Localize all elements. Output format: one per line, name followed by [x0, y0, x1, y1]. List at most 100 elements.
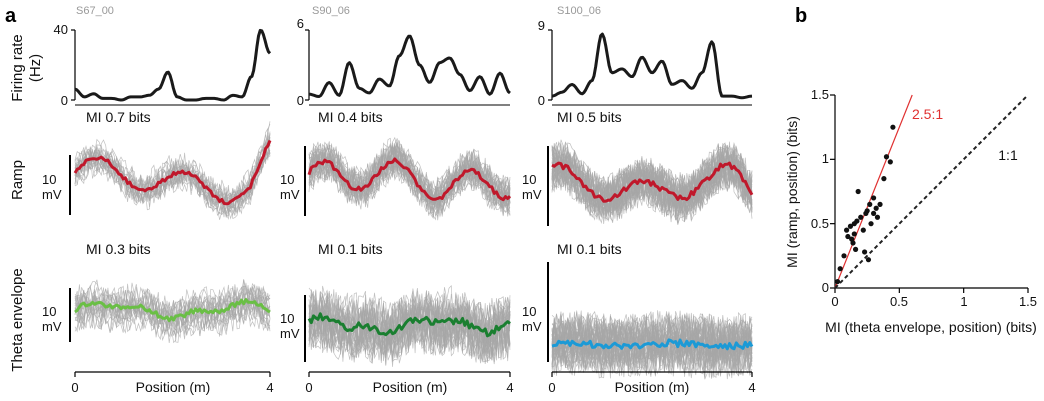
line-label-1-1: 1:1: [998, 147, 1018, 163]
trial-trace: [308, 141, 511, 204]
trial-trace: [308, 305, 511, 359]
scatter-point: [843, 227, 850, 233]
x-axis-label: Position (m): [136, 379, 211, 395]
scatter-point: [865, 257, 872, 263]
scatter-x-tick: 0: [831, 294, 838, 309]
firing-rate-line: [551, 32, 753, 100]
trial-trace: [551, 152, 753, 221]
cell-id: S90_06: [312, 5, 350, 17]
scale-bar-unit: mV: [42, 319, 62, 334]
rate-tick-zero: 0: [538, 93, 545, 108]
trial-trace: [74, 297, 271, 344]
scatter-point: [841, 253, 847, 259]
ramp-traces-1: [73, 121, 272, 220]
mi-ramp-label: MI 0.4 bits: [318, 109, 383, 125]
scale-bar-label: 10: [522, 304, 536, 319]
cell-column-1: S67_00 40 0 MI 0.7 bits MI 0.3 bits 10 m…: [42, 5, 274, 395]
cell-id: S100_06: [557, 5, 601, 17]
scatter-point: [855, 188, 861, 195]
scatter-point: [847, 223, 854, 229]
scatter-point: [868, 221, 874, 227]
trial-trace: [551, 330, 753, 376]
mi-theta-label: MI 0.3 bits: [86, 241, 151, 257]
trial-trace: [551, 325, 753, 373]
rate-tick-max: 9: [538, 18, 545, 33]
scatter-point: [863, 210, 869, 216]
scatter-point: [851, 231, 857, 237]
scatter-x-tick: 1.5: [1019, 294, 1037, 309]
rate-tick-max: 6: [297, 16, 304, 31]
trial-trace: [308, 154, 511, 216]
ramp-traces-2: [307, 136, 512, 221]
scale-bar-unit: mV: [522, 319, 542, 334]
scale-bar-label: 10: [280, 172, 294, 187]
scatter-point: [850, 240, 856, 246]
rate-plot-3: [548, 29, 753, 106]
ramp-traces-3: [551, 139, 754, 225]
rate-tick-zero: 0: [297, 93, 304, 108]
scale-bar-label: 10: [42, 172, 56, 187]
scatter-point: [858, 214, 864, 220]
trial-trace: [74, 138, 271, 217]
trial-trace: [551, 141, 753, 212]
mi-ramp-label: MI 0.7 bits: [86, 109, 151, 125]
trial-trace: [308, 149, 511, 213]
trial-trace: [74, 133, 271, 215]
scatter-point: [877, 201, 883, 207]
scatter-y-tick: 0: [822, 280, 829, 295]
theta-traces-2: [307, 284, 511, 367]
cell-column-3: S100_06 9 0 MI 0.5 bits MI 0.1 bits 10 m…: [522, 5, 756, 395]
scatter-point: [845, 233, 851, 240]
line-label-2.5-1: 2.5:1: [912, 106, 943, 122]
scale-bar-label: 10: [280, 311, 294, 326]
scale-bar-label: 10: [42, 304, 56, 319]
unity-line: [834, 94, 1029, 289]
row-label-firing-rate: Firing rate: [9, 34, 26, 102]
panel-b-label: b: [795, 5, 807, 27]
scatter-point: [887, 159, 893, 165]
mi-theta-label: MI 0.1 bits: [318, 241, 383, 257]
mean-trace: [551, 161, 754, 203]
trial-trace: [551, 310, 753, 356]
scale-bar-unit: mV: [522, 187, 542, 202]
scatter-point: [861, 249, 868, 255]
cell-column-2: S90_06 6 0 MI 0.4 bits MI 0.1 bits 10 mV…: [280, 5, 514, 395]
scatter-point: [883, 154, 890, 160]
scatter-point: [881, 176, 887, 182]
scatter-y-tick: 0.5: [811, 216, 829, 231]
mi-ramp-label: MI 0.5 bits: [557, 109, 622, 125]
scale-bar-unit: mV: [42, 187, 62, 202]
x-tick-label: 0: [548, 380, 555, 395]
scatter-y-tick: 1.5: [811, 87, 829, 102]
scatter-x-tick: 1: [960, 294, 967, 309]
scatter-point: [873, 205, 879, 211]
trial-trace: [74, 294, 271, 335]
scatter-point: [871, 195, 877, 201]
scatter-x-tick: 0.5: [890, 294, 908, 309]
theta-traces-1: [74, 279, 271, 344]
trial-trace: [551, 311, 753, 358]
scatter-point: [834, 278, 841, 285]
row-label-firing-rate-unit: (Hz): [27, 54, 44, 82]
scatter-y-label: MI (ramp, position) (bits): [784, 116, 800, 268]
mean-trace: [74, 298, 271, 323]
x-axis-label: Position (m): [615, 379, 690, 395]
slope-line: [834, 94, 913, 289]
x-tick-label: 4: [266, 380, 273, 395]
scatter-panel: 0 0.5 1 1.5 0 0.5 1 1.5 MI (theta envelo…: [784, 87, 1037, 335]
trial-trace: [551, 147, 753, 213]
scatter-point: [837, 266, 843, 272]
rate-tick-zero: 0: [61, 93, 68, 108]
rate-plot-1: [71, 28, 272, 106]
firing-rate-line: [74, 28, 272, 102]
scatter-point: [890, 124, 896, 130]
scale-bar-unit: mV: [280, 326, 300, 341]
cell-id: S67_00: [76, 5, 114, 17]
scatter-point: [852, 246, 859, 252]
row-label-ramp: Ramp: [9, 160, 26, 200]
scatter-point: [874, 214, 881, 220]
rate-tick-max: 40: [54, 22, 68, 37]
x-tick-label: 4: [748, 380, 755, 395]
scatter-y-tick: 1: [822, 151, 829, 166]
scatter-x-label: MI (theta envelope, position) (bits): [825, 319, 1037, 335]
